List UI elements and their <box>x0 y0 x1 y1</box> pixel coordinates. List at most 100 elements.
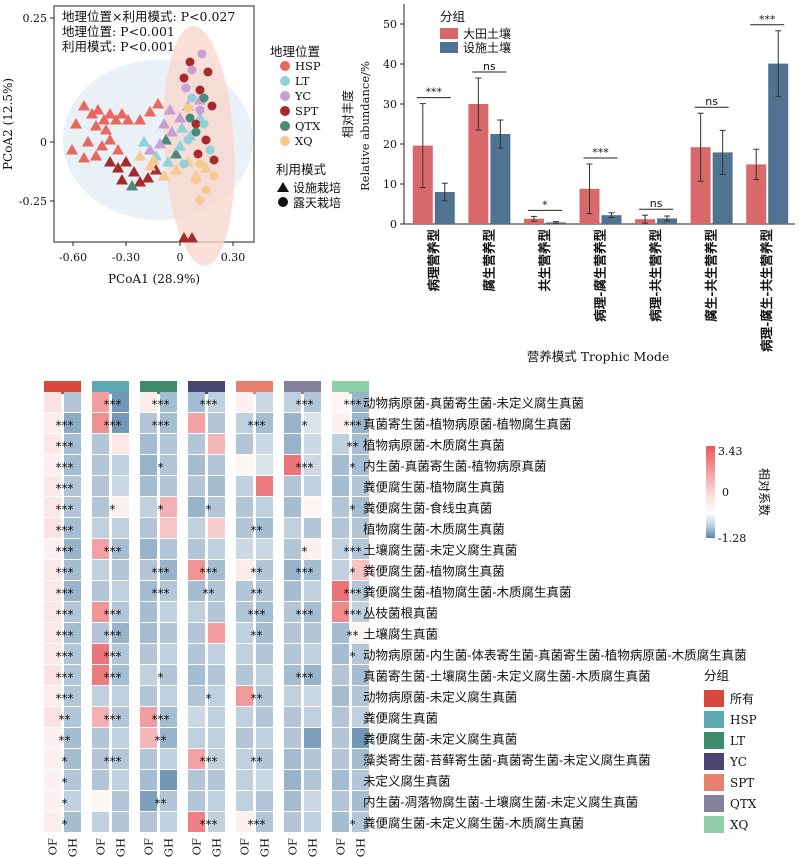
heatmap-star: *** <box>56 650 74 664</box>
heatmap-star: * <box>302 419 308 433</box>
bar <box>490 134 511 224</box>
heatmap-cell <box>112 476 129 496</box>
heatmap-cell <box>92 812 109 832</box>
pcoa-point-triangle <box>164 104 176 115</box>
heatmap-cell <box>140 602 157 622</box>
heatmap-cell <box>284 539 301 559</box>
heatmap-cell <box>352 434 369 454</box>
heatmap-row-label: 粪便腐生菌-植物腐生真菌 <box>363 480 505 495</box>
heatmap-cell <box>112 707 129 727</box>
heatmap-cell <box>140 791 157 811</box>
significance-label: *** <box>759 13 776 26</box>
pcoa-point-triangle <box>66 144 78 155</box>
heatmap-col-label: OF <box>190 838 204 855</box>
heatmap-star: *** <box>56 671 74 685</box>
heatmap-cell <box>160 623 177 643</box>
heatmap-cell <box>140 644 157 664</box>
heatmap-cell <box>332 707 349 727</box>
heatmap-star: * <box>350 818 356 832</box>
pcoa-point-circle <box>179 73 189 83</box>
pcoa-point-circle <box>209 155 219 165</box>
heatmap-cell <box>352 770 369 790</box>
heatmap-cell <box>332 665 349 685</box>
bar-category-label: 共生营养型 <box>537 229 552 292</box>
heatmap-star: * <box>62 755 68 769</box>
heatmap-cell <box>352 707 369 727</box>
heatmap-cell <box>64 476 81 496</box>
heatmap-cell <box>160 665 177 685</box>
heatmap-star: *** <box>248 818 266 832</box>
heatmap-star: * <box>350 503 356 517</box>
heatmap-cell <box>188 686 205 706</box>
heatmap-col-labels: OF GH OF GH OF GH OF GH OF GH OF GH OF GH <box>46 838 368 857</box>
heatmap-cell <box>332 392 349 412</box>
heatmap-star: *** <box>296 671 314 685</box>
heatmap-group-label: YC <box>729 755 747 769</box>
heatmap-cell <box>208 686 225 706</box>
heatmap-cell <box>160 560 177 580</box>
heatmap-cell <box>160 476 177 496</box>
heatmap-cell <box>332 560 349 580</box>
heatmap-cell <box>236 749 253 769</box>
heatmap-star: *** <box>104 398 122 412</box>
legend-geo-swatch <box>280 76 290 86</box>
heatmap-row-label: 真菌寄生菌-土壤腐生菌-未定义腐生菌-木质腐生真菌 <box>363 669 651 684</box>
heatmap-cell <box>304 476 321 496</box>
heatmap-cell <box>332 770 349 790</box>
pcoa-point-triangle <box>92 104 104 115</box>
heatmap-cell <box>92 476 109 496</box>
pcoa-point-circle <box>195 105 205 115</box>
heatmap-star: *** <box>296 398 314 412</box>
legend-geo-swatch <box>280 91 290 101</box>
heatmap-cell <box>332 539 349 559</box>
heatmap-star: * <box>62 776 68 790</box>
pcoa-point-triangle <box>200 162 212 173</box>
heatmap-cell <box>44 728 61 748</box>
pcoa-point-circle <box>201 185 211 195</box>
heatmap-cell <box>256 476 273 496</box>
heatmap-cell <box>64 812 81 832</box>
heatmap-group-bar <box>44 381 81 394</box>
heatmap-cell <box>304 812 321 832</box>
heatmap-col-label: OF <box>334 838 348 855</box>
heatmap-cell <box>304 518 321 538</box>
legend-geo-swatch <box>280 61 290 71</box>
heatmap-cell <box>160 791 177 811</box>
heatmap-cell <box>112 518 129 538</box>
heatmap-cell <box>140 455 157 475</box>
heatmap-star: *** <box>296 566 314 580</box>
heatmap-group-swatch <box>704 753 724 770</box>
pcoa-point-circle <box>205 145 215 155</box>
heatmap-cell <box>92 665 109 685</box>
heatmap-cell <box>284 728 301 748</box>
bar-legend-label-greenhouse: 设施土壤 <box>463 40 511 55</box>
heatmap-group-bar <box>140 381 177 394</box>
heatmap-cell <box>112 455 129 475</box>
heatmap-star: * <box>158 671 164 685</box>
heatmap-cell <box>188 749 205 769</box>
heatmap-cell <box>140 392 157 412</box>
heatmap-cell <box>236 539 253 559</box>
pcoa-point-triangle <box>162 156 174 167</box>
heatmap-star: *** <box>296 461 314 475</box>
heatmap-row-label: 动物病原菌-未定义腐生真菌 <box>363 690 517 705</box>
heatmap-cell <box>208 413 225 433</box>
heatmap-row-label: 动物病原菌-真菌寄生菌-未定义腐生真菌 <box>363 396 584 411</box>
heatmap-star: *** <box>104 629 122 643</box>
heatmap-star: *** <box>56 545 74 559</box>
heatmap-cell <box>112 413 129 433</box>
heatmap-cell <box>44 812 61 832</box>
bar-x-labels: 病理营养型 腐生营养型 共生营养型 病理-腐生营养型 病理-共生营养型 腐生-共生营养型 病… <box>426 229 774 352</box>
heatmap-cell <box>64 434 81 454</box>
heatmap-cell <box>44 560 61 580</box>
heatmap-cell <box>284 770 301 790</box>
heatmap-cell <box>92 497 109 517</box>
heatmap-cell <box>284 749 301 769</box>
pcoa-point-triangle <box>170 164 182 175</box>
heatmap-cell <box>256 707 273 727</box>
heatmap-star: ** <box>251 587 263 601</box>
heatmap-cell <box>208 602 225 622</box>
heatmap-cell <box>256 602 273 622</box>
heatmap-cell <box>236 392 253 412</box>
